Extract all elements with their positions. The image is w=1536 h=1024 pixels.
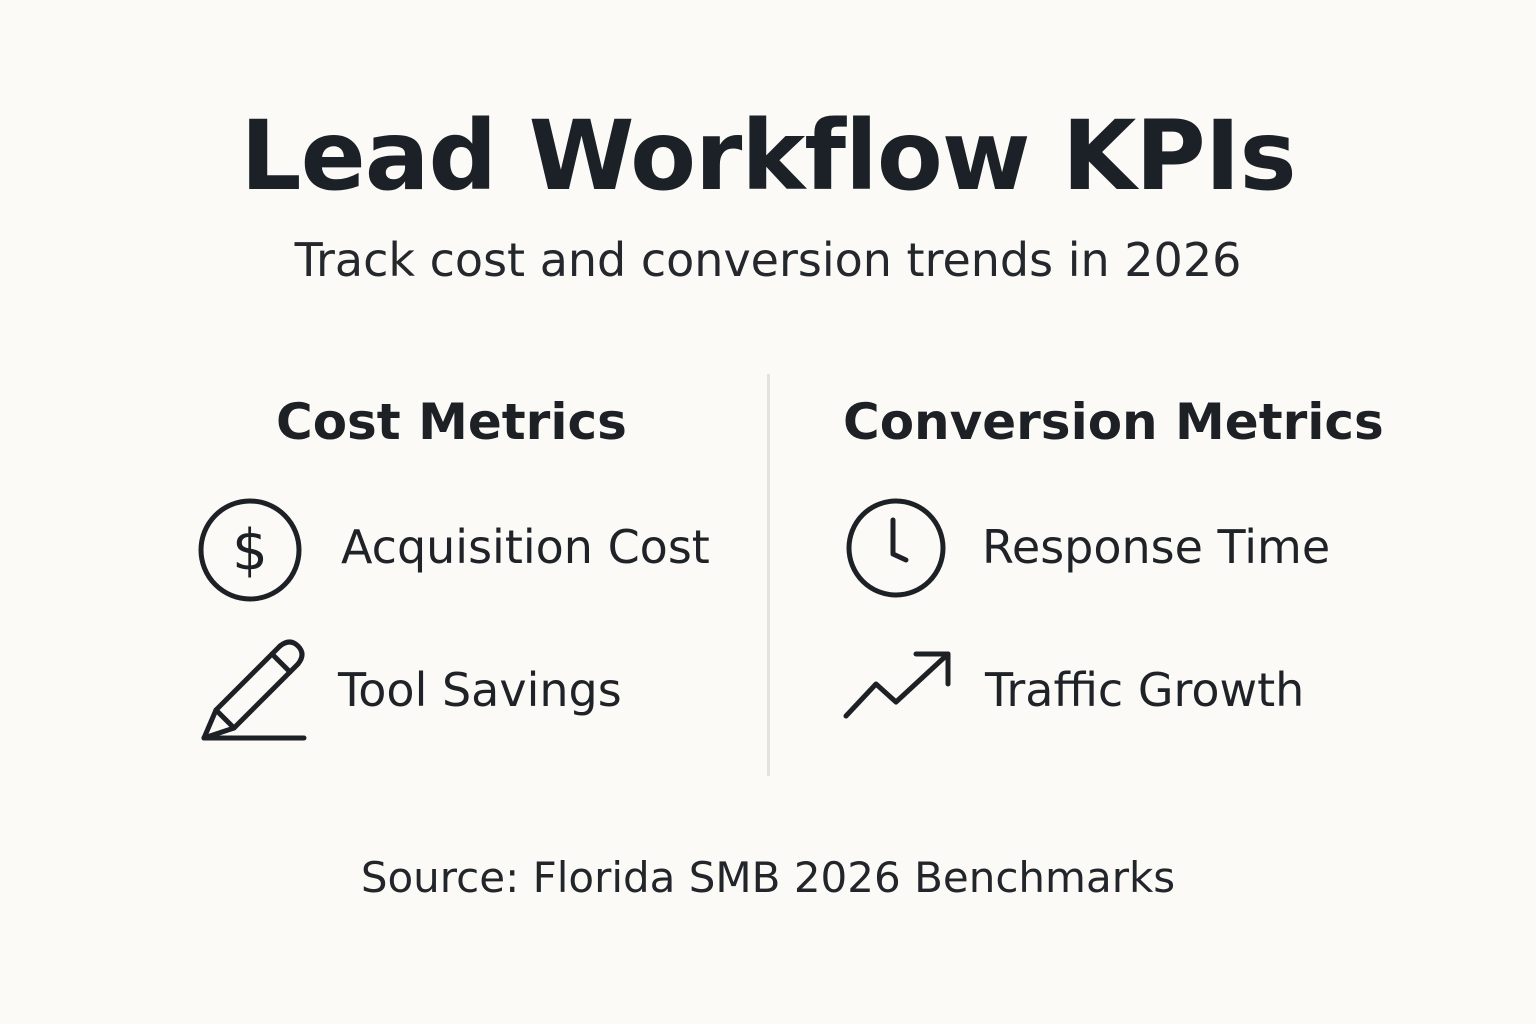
source-note: Source: Florida SMB 2026 Benchmarks [360,853,1176,902]
cost-metrics-heading: Cost Metrics [276,393,627,451]
metric-label-acquisition-cost: Acquisition Cost [341,520,710,574]
metric-label-response-time: Response Time [982,520,1331,574]
page-subtitle: Track cost and conversion trends in 2026 [294,233,1242,287]
pencil-icon [201,639,307,741]
svg-text:$: $ [232,518,268,583]
dollar-circle-icon: $ [198,498,302,602]
metric-label-traffic-growth: Traffic Growth [985,663,1305,717]
metric-label-tool-savings: Tool Savings [338,663,622,717]
clock-icon [846,498,946,598]
column-divider [767,374,770,776]
conversion-metrics-heading: Conversion Metrics [843,393,1384,451]
page-title: Lead Workflow KPIs [240,100,1296,212]
trend-up-arrow-icon [843,651,951,719]
